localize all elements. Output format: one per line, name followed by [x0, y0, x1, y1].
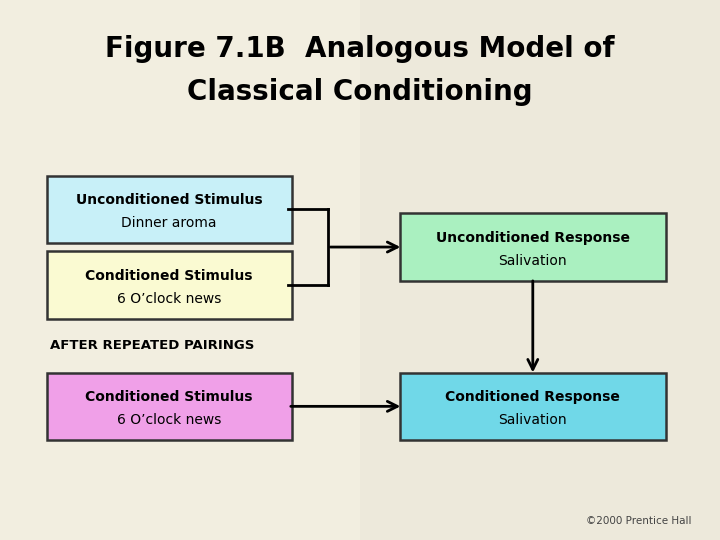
Bar — [360, 0, 720, 540]
Text: ©2000 Prentice Hall: ©2000 Prentice Hall — [585, 516, 691, 526]
Text: Unconditioned Stimulus: Unconditioned Stimulus — [76, 193, 263, 207]
Bar — [0, 0, 360, 540]
FancyBboxPatch shape — [400, 373, 666, 440]
Text: Dinner aroma: Dinner aroma — [122, 216, 217, 230]
Text: AFTER REPEATED PAIRINGS: AFTER REPEATED PAIRINGS — [50, 339, 255, 352]
Text: Unconditioned Response: Unconditioned Response — [436, 231, 630, 245]
FancyBboxPatch shape — [47, 373, 292, 440]
Text: Classical Conditioning: Classical Conditioning — [187, 78, 533, 106]
FancyBboxPatch shape — [400, 213, 666, 281]
Text: Conditioned Stimulus: Conditioned Stimulus — [86, 390, 253, 404]
Text: Conditioned Response: Conditioned Response — [446, 390, 620, 404]
FancyBboxPatch shape — [47, 176, 292, 243]
FancyBboxPatch shape — [47, 251, 292, 319]
Text: 6 O’clock news: 6 O’clock news — [117, 292, 221, 306]
Text: 6 O’clock news: 6 O’clock news — [117, 413, 221, 427]
Text: Salivation: Salivation — [498, 254, 567, 268]
Text: Figure 7.1B  Analogous Model of: Figure 7.1B Analogous Model of — [105, 35, 615, 63]
Text: Conditioned Stimulus: Conditioned Stimulus — [86, 268, 253, 282]
Text: Salivation: Salivation — [498, 413, 567, 427]
